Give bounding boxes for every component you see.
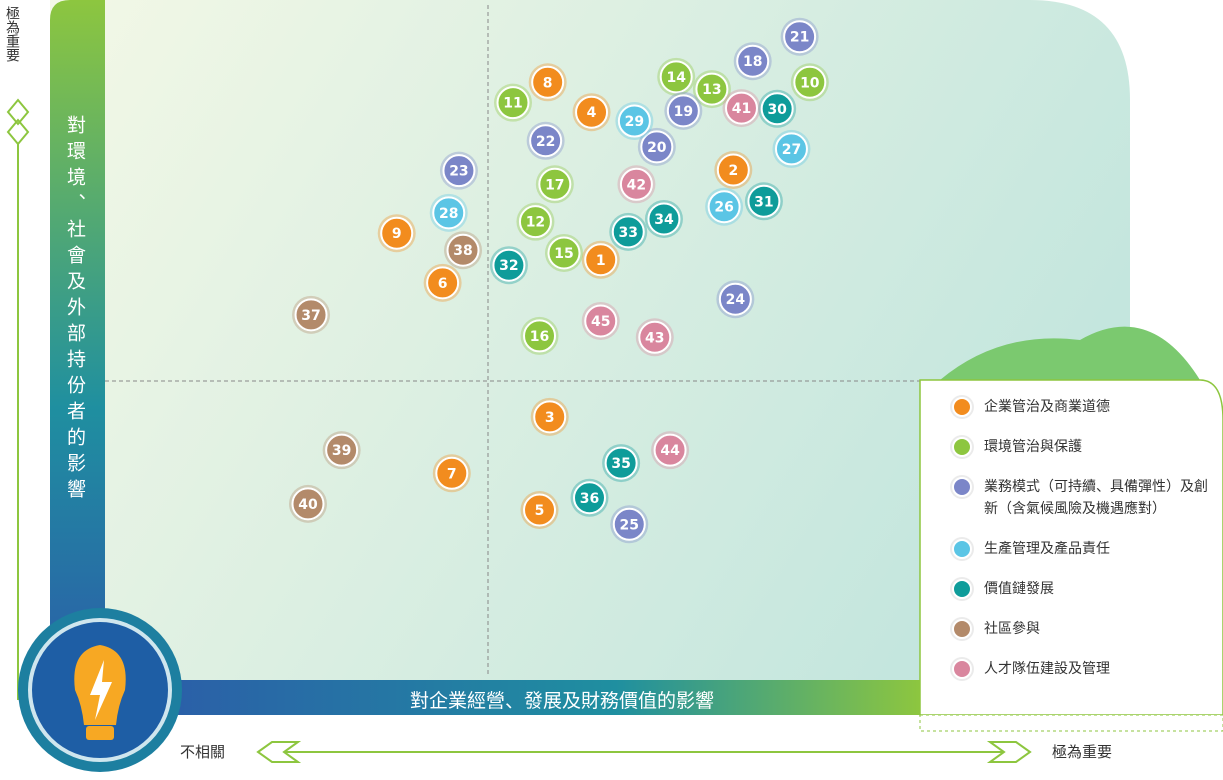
bubble-label: 43 xyxy=(645,330,664,346)
bubble-label: 21 xyxy=(790,30,809,46)
legend-label: 企業管治及商業道德 xyxy=(984,396,1110,418)
x-axis-title: 對企業經營、發展及財務價值的影響 xyxy=(410,686,714,713)
bubble-label: 25 xyxy=(620,517,639,533)
bubble-label: 38 xyxy=(453,243,472,259)
legend-item: 環境管治與保護 xyxy=(948,436,1210,458)
bubble-label: 35 xyxy=(611,456,630,472)
bubble-label: 4 xyxy=(587,105,597,121)
bubble-label: 29 xyxy=(625,114,644,130)
bubble-label: 30 xyxy=(767,102,787,118)
legend-label: 環境管治與保護 xyxy=(984,436,1082,458)
legend-strip xyxy=(920,715,1223,731)
bubble-label: 6 xyxy=(438,276,448,292)
legend-swatch xyxy=(952,397,972,417)
bubble-label: 31 xyxy=(754,194,773,210)
legend-label: 人才隊伍建設及管理 xyxy=(984,658,1110,680)
bubble-label: 8 xyxy=(543,75,553,91)
legend-label: 生產管理及產品責任 xyxy=(984,538,1110,560)
legend-label: 社區參與 xyxy=(984,618,1040,640)
bubble-label: 5 xyxy=(535,503,545,519)
legend-swatch xyxy=(952,477,972,497)
bubble-label: 28 xyxy=(439,206,458,222)
legend-swatch xyxy=(952,619,972,639)
bubble-label: 44 xyxy=(660,443,680,459)
bubble-label: 36 xyxy=(580,491,599,507)
bubble-label: 32 xyxy=(499,258,518,274)
bubble-label: 26 xyxy=(714,200,733,216)
y-axis-title: 對環境、社會及外部持份者的影響 xyxy=(62,115,89,505)
bubble-label: 17 xyxy=(545,177,564,193)
bubble-label: 1 xyxy=(596,253,606,269)
legend-label: 業務模式（可持續、具備彈性）及創新（含氣候風險及機遇應對） xyxy=(984,476,1210,520)
bubble-label: 12 xyxy=(526,215,545,231)
bubble-label: 42 xyxy=(627,177,646,193)
bubble-label: 10 xyxy=(800,75,820,91)
legend-label: 價值鏈發展 xyxy=(984,578,1054,600)
bubble-label: 34 xyxy=(654,212,674,228)
bubble-label: 9 xyxy=(392,226,402,242)
legend-item: 企業管治及商業道德 xyxy=(948,396,1210,418)
bubble-label: 13 xyxy=(702,82,721,98)
bubble-label: 41 xyxy=(732,101,751,117)
bubble-label: 20 xyxy=(647,140,667,156)
bulb-base xyxy=(86,726,114,740)
x-low-label: 不相關 xyxy=(180,741,225,762)
arrow-icon xyxy=(8,100,28,144)
legend-item: 價值鏈發展 xyxy=(948,578,1210,600)
bubble-label: 7 xyxy=(447,466,457,482)
legend-swatch xyxy=(952,579,972,599)
bubble-label: 11 xyxy=(503,96,522,112)
y-high-label: 極為重要 xyxy=(2,6,22,62)
bubble-label: 24 xyxy=(726,292,746,308)
legend-item: 社區參與 xyxy=(948,618,1210,640)
bubble-label: 39 xyxy=(332,443,351,459)
x-high-label: 極為重要 xyxy=(1052,741,1112,762)
bubble-label: 14 xyxy=(666,70,686,86)
bubble-label: 2 xyxy=(728,163,738,179)
bubble-label: 40 xyxy=(298,497,318,513)
bubble-label: 37 xyxy=(301,308,320,324)
legend-swatch xyxy=(952,659,972,679)
bubble-label: 22 xyxy=(536,134,555,150)
legend: 企業管治及商業道德環境管治與保護業務模式（可持續、具備彈性）及創新（含氣候風險及… xyxy=(948,396,1210,698)
legend-swatch xyxy=(952,437,972,457)
bubble-label: 15 xyxy=(554,246,573,262)
bubble-label: 23 xyxy=(449,164,468,180)
bubble-label: 27 xyxy=(782,142,801,158)
bubble-label: 33 xyxy=(619,225,638,241)
legend-item: 生產管理及產品責任 xyxy=(948,538,1210,560)
bubble-label: 16 xyxy=(530,329,549,345)
legend-item: 人才隊伍建設及管理 xyxy=(948,658,1210,680)
bubble-label: 18 xyxy=(743,54,762,70)
page: 1234567891011121314151617181920212223242… xyxy=(0,0,1223,780)
legend-item: 業務模式（可持續、具備彈性）及創新（含氣候風險及機遇應對） xyxy=(948,476,1210,520)
bubble-label: 19 xyxy=(674,104,693,120)
bubble-label: 3 xyxy=(545,410,555,426)
bubble-label: 45 xyxy=(591,314,610,330)
legend-swatch xyxy=(952,539,972,559)
